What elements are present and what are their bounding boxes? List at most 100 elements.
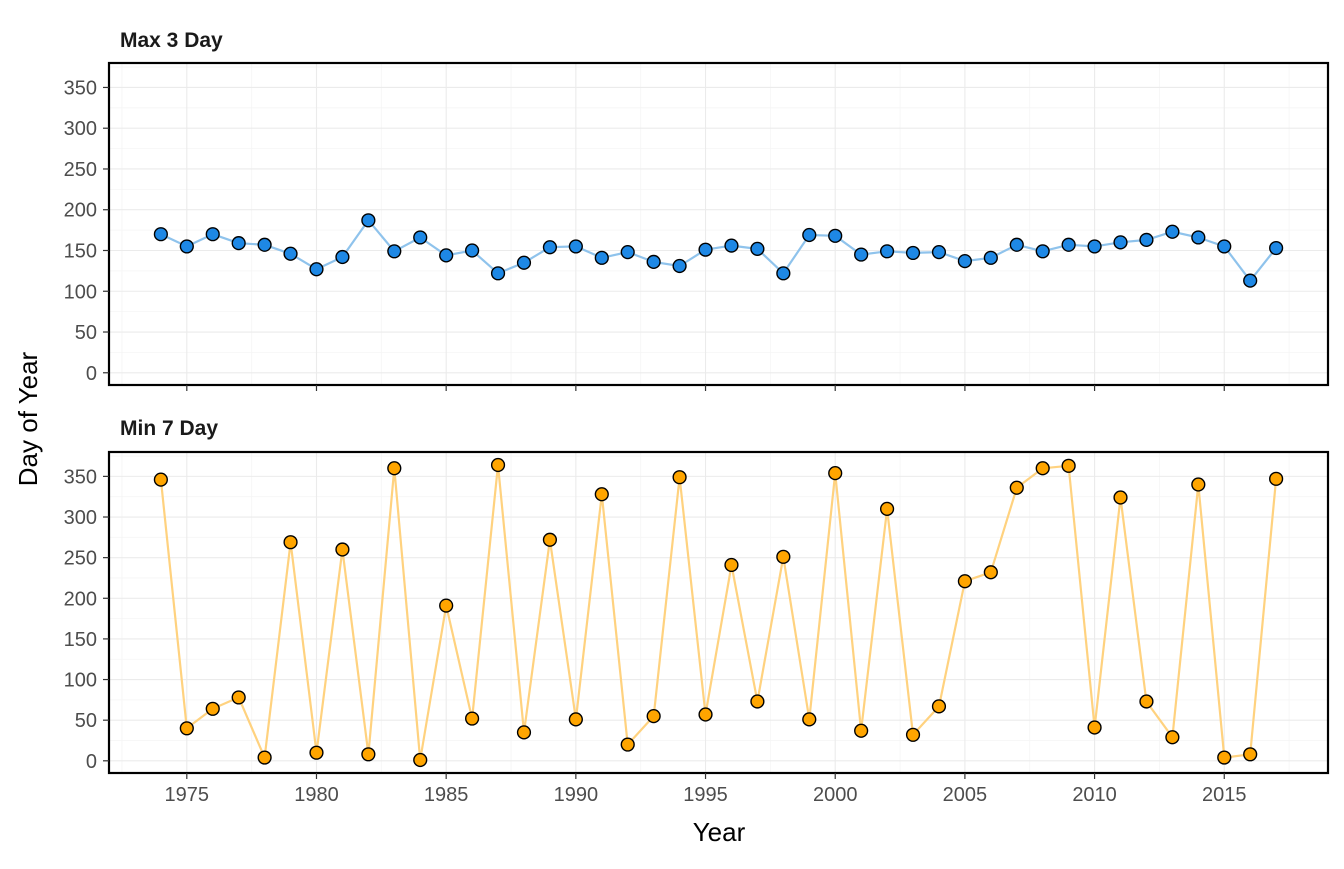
min7-y-tick-label: 150 <box>64 629 97 651</box>
min7-data-point <box>1243 747 1258 762</box>
min7-data-point <box>1191 477 1206 492</box>
max3-data-point <box>879 244 895 259</box>
min7-data-point <box>490 457 506 473</box>
max3-panel: Max 3 Day 0 50 100 150 200 250 300 350 <box>64 29 1330 391</box>
min7-y-tick-label: 250 <box>64 548 97 570</box>
min7-data-point <box>750 694 765 709</box>
x-tick-label: 1975 <box>165 784 210 806</box>
min7-data-point <box>231 690 246 705</box>
max3-data-point <box>413 230 428 245</box>
max3-data-point <box>957 253 972 269</box>
min7-data-point <box>465 711 480 726</box>
max3-data-point <box>153 227 168 242</box>
max3-data-point <box>361 213 376 228</box>
max3-data-point <box>983 250 998 265</box>
min7-data-point <box>1165 730 1180 745</box>
max3-data-point <box>205 227 220 242</box>
min7-data-point <box>568 712 583 727</box>
min7-data-point <box>439 598 454 613</box>
max3-data-point <box>179 239 194 254</box>
min7-data-point <box>646 709 661 724</box>
max3-data-point <box>309 262 324 277</box>
max3-data-point <box>1191 230 1206 245</box>
max3-panel-title: Max 3 Day <box>120 29 223 52</box>
x-tick-label: 2015 <box>1202 784 1247 806</box>
min7-data-point <box>828 466 843 481</box>
max3-data-point <box>1139 232 1154 247</box>
min7-data-point <box>1009 480 1024 495</box>
max3-data-point <box>854 247 869 262</box>
min7-data-point <box>257 750 272 765</box>
min7-y-tick-label: 100 <box>64 670 97 692</box>
x-tick-label: 2005 <box>943 784 988 806</box>
max3-data-point <box>905 245 921 261</box>
min7-data-point <box>179 721 194 736</box>
min7-data-point <box>776 549 791 564</box>
max3-data-point <box>335 249 350 265</box>
max3-data-point <box>1113 235 1128 250</box>
max3-data-point <box>1165 224 1180 239</box>
max3-y-tick-label: 150 <box>64 240 97 262</box>
max3-data-point <box>646 254 661 270</box>
min7-data-point <box>335 542 350 557</box>
max3-y-tick-label: 300 <box>64 118 97 140</box>
max3-data-point <box>750 241 765 256</box>
max3-data-point <box>1217 239 1232 254</box>
max3-data-point <box>672 258 687 274</box>
min7-y-tick-label: 350 <box>64 466 97 488</box>
max3-data-point <box>620 245 635 260</box>
max3-data-point <box>1269 240 1284 256</box>
max3-y-tick-label: 0 <box>86 363 97 385</box>
min7-data-point <box>983 565 998 580</box>
min7-data-point <box>879 501 895 516</box>
max3-data-point <box>828 228 843 243</box>
x-tick-label: 1980 <box>294 784 339 806</box>
min7-data-point <box>931 699 947 714</box>
min7-y-tick-label: 50 <box>75 710 97 732</box>
max3-panel-border <box>107 61 1330 387</box>
min7-data-point <box>957 574 972 589</box>
max3-data-point <box>283 246 298 261</box>
max3-y-tick-label: 350 <box>64 77 97 99</box>
min7-data-point <box>153 472 168 487</box>
max3-data-point <box>698 242 713 257</box>
max3-data-point <box>542 240 558 255</box>
max3-data-point <box>1035 244 1050 259</box>
max3-data-point <box>231 236 246 251</box>
max3-data-point <box>490 266 506 281</box>
x-tick-label: 1985 <box>424 784 469 806</box>
min7-data-point <box>542 532 558 547</box>
max3-data-point <box>1243 273 1258 288</box>
min7-data-point <box>724 557 739 573</box>
max3-data-point <box>724 238 739 253</box>
max3-y-tick-label: 250 <box>64 159 97 181</box>
min7-y-tick-label: 0 <box>86 751 97 773</box>
max3-data-point <box>1009 237 1024 252</box>
min7-data-point <box>309 745 324 760</box>
max3-data-point <box>439 248 454 263</box>
max3-data-point <box>516 255 532 270</box>
min7-data-point <box>905 727 921 742</box>
y-axis-title: Day of Year <box>13 351 43 486</box>
min7-data-point <box>1087 720 1102 735</box>
max3-data-point <box>802 227 817 243</box>
max3-data-point <box>1061 237 1076 252</box>
max3-data-point <box>776 266 791 281</box>
min7-y-tick-label: 300 <box>64 507 97 529</box>
min7-data-point <box>361 747 376 762</box>
min7-panel: Min 7 Day 0 50 100 150 200 250 300 350 1975 1980 19… <box>64 417 1330 806</box>
x-tick-label: 1995 <box>683 784 728 806</box>
min7-data-point <box>672 470 687 485</box>
min7-data-point <box>387 461 402 476</box>
x-tick-label: 2010 <box>1072 784 1117 806</box>
min7-data-point <box>1139 694 1154 709</box>
min7-data-point <box>698 707 713 722</box>
min7-data-point <box>1061 458 1076 473</box>
min7-data-point <box>283 535 298 550</box>
min7-data-point <box>516 725 532 740</box>
max3-data-point <box>568 239 583 254</box>
max3-data-point <box>257 237 272 252</box>
min7-series-line <box>159 463 1278 762</box>
min7-data-point <box>205 701 220 716</box>
